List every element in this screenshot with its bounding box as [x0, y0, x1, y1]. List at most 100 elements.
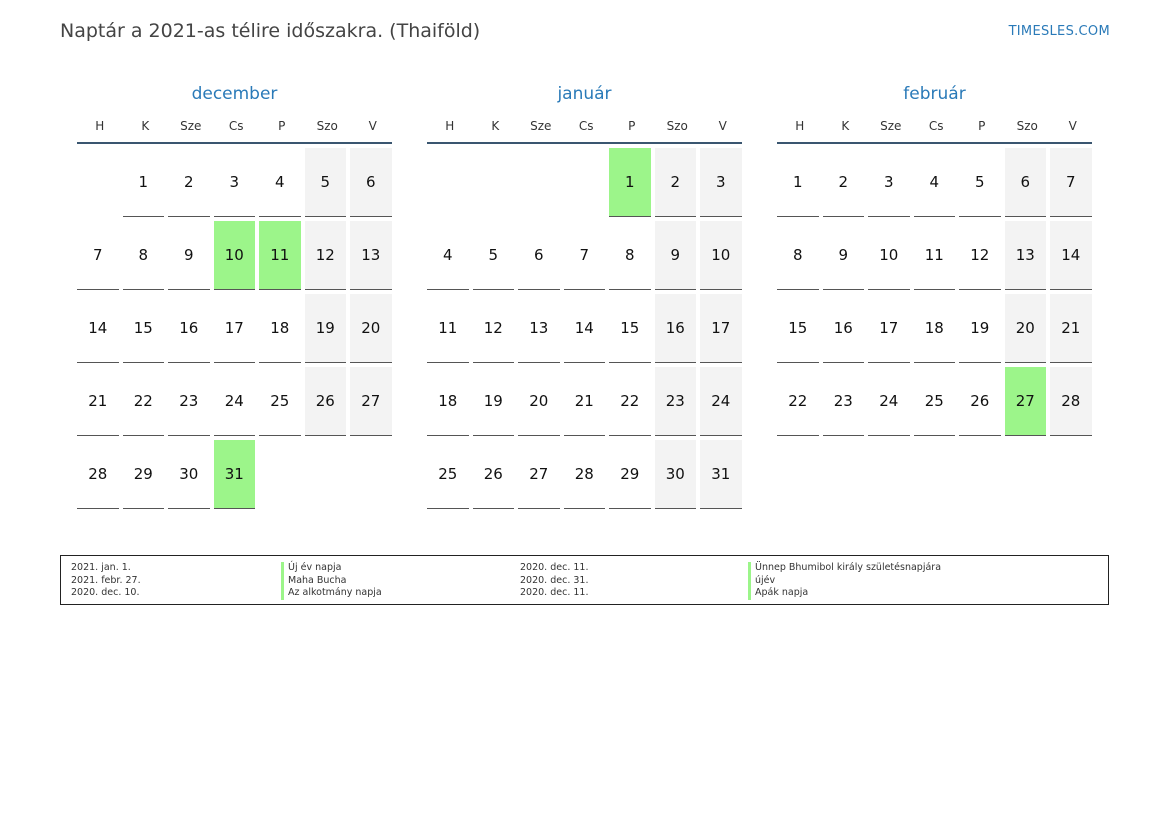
day-cell[interactable]: 15: [609, 294, 655, 367]
day-cell[interactable]: 8: [777, 221, 823, 294]
day-cell[interactable]: 4: [259, 148, 305, 221]
brand-link[interactable]: TIMESLES.COM: [1008, 24, 1110, 39]
day-cell[interactable]: 6: [518, 221, 564, 294]
day-cell[interactable]: 3: [868, 148, 914, 221]
day-cell[interactable]: 1: [777, 148, 823, 221]
day-cell[interactable]: 25: [259, 367, 305, 440]
day-cell[interactable]: 6: [350, 148, 396, 221]
day-cell[interactable]: 7: [77, 221, 123, 294]
day-cell[interactable]: 11: [259, 221, 305, 294]
day-cell[interactable]: 16: [654, 294, 701, 367]
day-cell[interactable]: 17: [700, 294, 746, 367]
day-cell[interactable]: 7: [1050, 148, 1096, 221]
day-cell[interactable]: 13: [518, 294, 564, 367]
day-cell[interactable]: 27: [518, 440, 564, 513]
day-cell[interactable]: 9: [654, 221, 701, 294]
day-cell[interactable]: 22: [122, 367, 169, 440]
day-cell[interactable]: 5: [304, 148, 351, 221]
day-cell[interactable]: 12: [304, 221, 351, 294]
legend-holiday-name: Apák napja: [748, 587, 941, 600]
day-number: 27: [350, 367, 392, 436]
day-cell[interactable]: 14: [1050, 221, 1096, 294]
day-cell[interactable]: 24: [213, 367, 260, 440]
day-cell[interactable]: 18: [259, 294, 305, 367]
day-cell[interactable]: 19: [472, 367, 519, 440]
day-cell[interactable]: 22: [609, 367, 655, 440]
day-cell[interactable]: 24: [868, 367, 914, 440]
day-cell[interactable]: 13: [1004, 221, 1051, 294]
day-cell[interactable]: 17: [213, 294, 260, 367]
day-cell[interactable]: 27: [1004, 367, 1051, 440]
day-cell[interactable]: 29: [609, 440, 655, 513]
day-cell[interactable]: 10: [868, 221, 914, 294]
day-cell[interactable]: 30: [168, 440, 214, 513]
day-cell[interactable]: 6: [1004, 148, 1051, 221]
day-cell[interactable]: 12: [959, 221, 1005, 294]
day-cell[interactable]: 1: [609, 148, 655, 221]
day-cell[interactable]: 15: [122, 294, 169, 367]
day-cell[interactable]: 31: [700, 440, 746, 513]
day-cell[interactable]: 26: [959, 367, 1005, 440]
day-cell[interactable]: 5: [959, 148, 1005, 221]
day-cell[interactable]: 31: [213, 440, 260, 513]
day-cell[interactable]: 5: [472, 221, 519, 294]
day-cell[interactable]: 30: [654, 440, 701, 513]
day-cell[interactable]: 23: [168, 367, 214, 440]
day-number: 23: [654, 367, 696, 436]
day-cell[interactable]: 20: [350, 294, 396, 367]
day-cell[interactable]: 17: [868, 294, 914, 367]
day-cell[interactable]: 1: [122, 148, 169, 221]
day-cell[interactable]: 29: [122, 440, 169, 513]
day-cell[interactable]: 19: [959, 294, 1005, 367]
day-cell[interactable]: 10: [700, 221, 746, 294]
weekday-label: Sze: [530, 119, 552, 133]
day-cell[interactable]: 11: [427, 294, 473, 367]
day-cell[interactable]: 9: [168, 221, 214, 294]
day-cell[interactable]: 23: [654, 367, 701, 440]
day-cell[interactable]: 22: [777, 367, 823, 440]
day-cell[interactable]: 8: [122, 221, 169, 294]
day-cell[interactable]: 3: [700, 148, 746, 221]
day-cell[interactable]: 14: [563, 294, 610, 367]
day-cell[interactable]: 25: [427, 440, 473, 513]
day-cell[interactable]: 28: [563, 440, 610, 513]
weekday-header: H K Sze Cs P Szo V: [777, 108, 1092, 144]
day-cell[interactable]: 12: [472, 294, 519, 367]
day-cell[interactable]: 28: [77, 440, 123, 513]
weekday-label: Szo: [316, 119, 338, 133]
day-cell[interactable]: 18: [427, 367, 473, 440]
weekday-label: K: [841, 119, 850, 133]
day-cell[interactable]: 24: [700, 367, 746, 440]
day-cell[interactable]: 2: [822, 148, 869, 221]
day-cell[interactable]: 19: [304, 294, 351, 367]
day-cell[interactable]: 15: [777, 294, 823, 367]
weekday-label: K: [491, 119, 500, 133]
day-cell[interactable]: 4: [913, 148, 960, 221]
day-cell[interactable]: 4: [427, 221, 473, 294]
day-cell[interactable]: 7: [563, 221, 610, 294]
day-cell[interactable]: 20: [1004, 294, 1051, 367]
day-cell[interactable]: 13: [350, 221, 396, 294]
day-cell[interactable]: 25: [913, 367, 960, 440]
day-cell[interactable]: 2: [168, 148, 214, 221]
day-cell[interactable]: 21: [77, 367, 123, 440]
day-cell[interactable]: 21: [563, 367, 610, 440]
day-cell[interactable]: 10: [213, 221, 260, 294]
day-cell[interactable]: 16: [822, 294, 869, 367]
day-cell[interactable]: 8: [609, 221, 655, 294]
day-cell[interactable]: 9: [822, 221, 869, 294]
day-cell[interactable]: 2: [654, 148, 701, 221]
day-cell[interactable]: 23: [822, 367, 869, 440]
day-cell[interactable]: 28: [1050, 367, 1096, 440]
day-cell[interactable]: 14: [77, 294, 123, 367]
day-cell[interactable]: 26: [304, 367, 351, 440]
day-cell[interactable]: 18: [913, 294, 960, 367]
day-cell[interactable]: 21: [1050, 294, 1096, 367]
day-cell[interactable]: 3: [213, 148, 260, 221]
day-cell[interactable]: 20: [518, 367, 564, 440]
day-cell[interactable]: 16: [168, 294, 214, 367]
day-number: 21: [1050, 294, 1092, 363]
day-cell[interactable]: 11: [913, 221, 960, 294]
day-cell[interactable]: 27: [350, 367, 396, 440]
day-cell[interactable]: 26: [472, 440, 519, 513]
